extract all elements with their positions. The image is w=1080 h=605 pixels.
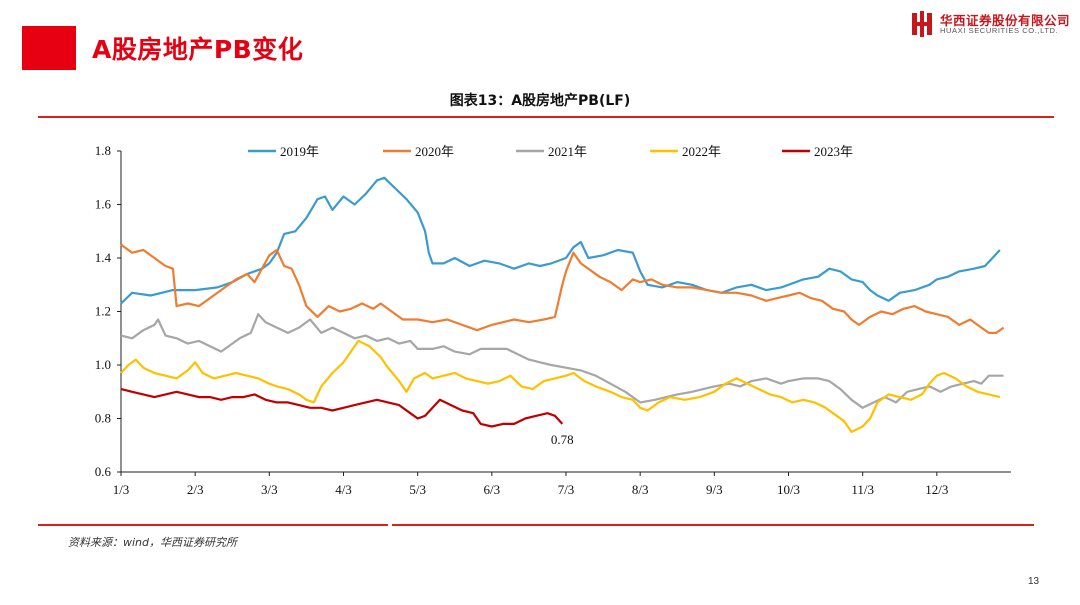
x-tick-label: 3/3 [261,482,278,497]
x-tick-label: 11/3 [851,482,874,497]
logo-english-name: HUAXI SECURITIES CO.,LTD. [940,26,1059,35]
y-tick-label: 1.0 [95,357,111,372]
x-tick-label: 2/3 [187,482,204,497]
x-tick-label: 6/3 [484,482,501,497]
y-tick-label: 1.4 [95,250,112,265]
bottom-divider-left [38,524,388,526]
legend-label: 2023年 [814,144,853,159]
x-tick-label: 4/3 [335,482,352,497]
y-tick-label: 1.2 [95,304,111,319]
page-title: A股房地产PB变化 [92,35,304,64]
x-tick-label: 9/3 [706,482,723,497]
y-tick-label: 1.8 [95,143,111,158]
source-note: 资料来源：wind，华西证券研究所 [68,536,238,549]
huaxi-logo-icon [912,11,932,37]
x-tick-label: 12/3 [925,482,948,497]
x-tick-label: 10/3 [777,482,800,497]
logo-chinese-name: 华西证券股份有限公司 [940,13,1071,28]
top-divider [38,116,1054,118]
chart-title: 图表13：A股房地产PB(LF) [449,93,631,109]
x-tick-label: 7/3 [558,482,575,497]
legend-label: 2019年 [280,144,319,159]
series-line-2021年 [120,313,1004,409]
x-tick-label: 8/3 [632,482,649,497]
series-line-2022年 [120,339,1001,433]
last-value-label: 0.78 [551,432,574,447]
y-tick-label: 1.6 [95,197,112,212]
legend-label: 2020年 [415,144,454,159]
series-line-2020年 [120,243,1005,334]
title-accent-block [22,26,76,70]
y-tick-label: 0.6 [95,464,112,479]
y-tick-label: 0.8 [95,411,111,426]
bottom-divider-right [392,524,1034,526]
series-line-2019年 [120,176,1001,305]
legend-label: 2022年 [682,144,721,159]
x-tick-label: 5/3 [409,482,426,497]
legend-label: 2021年 [548,144,587,159]
series-line-2023年 [120,388,564,428]
company-logo: 华西证券股份有限公司 HUAXI SECURITIES CO.,LTD. [910,8,1075,40]
x-tick-label: 1/3 [113,482,130,497]
page-number: 13 [1028,576,1040,587]
